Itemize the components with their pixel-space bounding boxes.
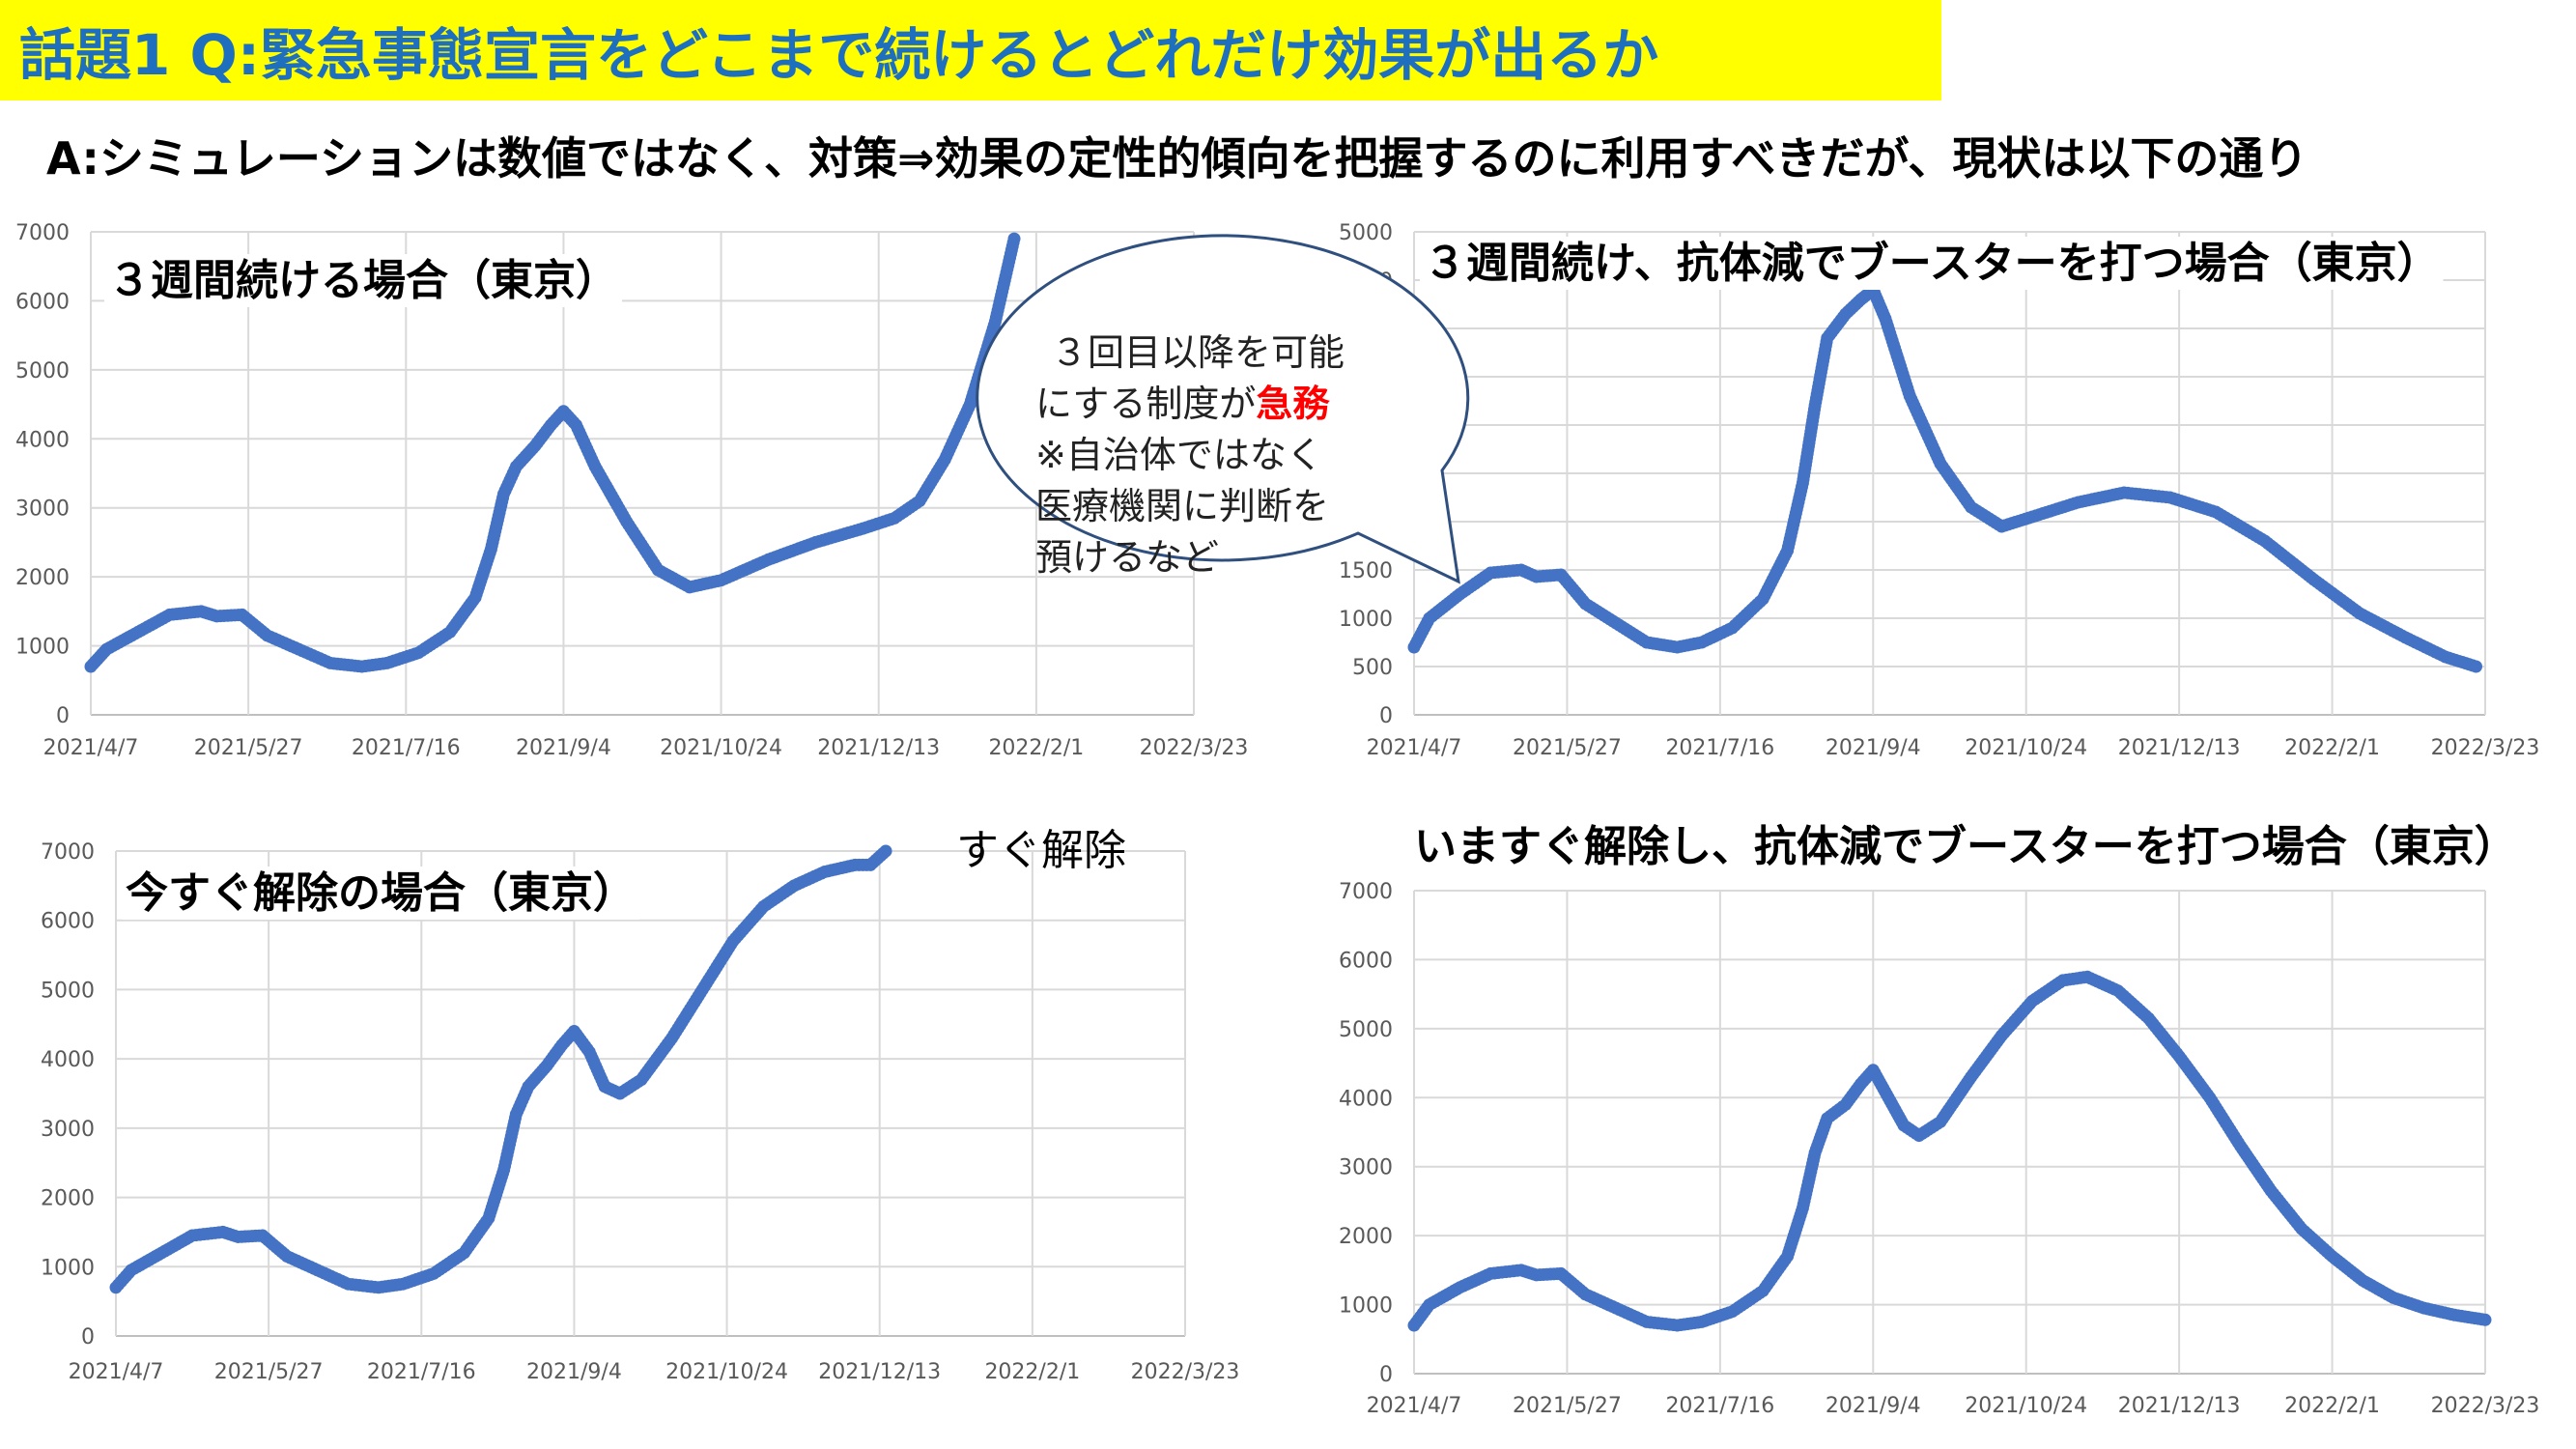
- y-tick-label: 6000: [1339, 949, 1393, 973]
- chart-lift-now: 0 1000 2000 3000 4000 5000 6000 7000 2021/4/7 202…: [41, 826, 1240, 1384]
- x-tick-label: 2021/12/13: [2118, 1394, 2241, 1418]
- callout-line-3: ※自治体ではなく: [1035, 434, 1323, 476]
- x-tick-label: 2021/7/16: [1665, 736, 1774, 760]
- y-tick-label: 1000: [15, 636, 70, 660]
- y-tick-label: 4000: [41, 1048, 95, 1072]
- chart-title: ３週間続け、抗体減でブースターを打つ場合（東京）: [1424, 239, 2440, 288]
- y-tick-label: 2000: [41, 1187, 95, 1211]
- x-tick-label: 2022/2/1: [2284, 1394, 2380, 1418]
- y-tick-label: 5000: [1339, 221, 1393, 245]
- x-tick-label: 2021/5/27: [1513, 736, 1622, 760]
- x-tick-label: 2021/5/27: [194, 736, 303, 760]
- y-tick-label: 2000: [15, 566, 70, 590]
- data-point: [1007, 232, 1021, 245]
- y-tick-label: 5000: [1339, 1018, 1393, 1042]
- y-tick-label: 1000: [41, 1256, 95, 1280]
- x-tick-label: 2022/2/1: [2284, 736, 2380, 760]
- y-tick-label: 3000: [15, 497, 70, 522]
- page-title: 話題1 Q:緊急事態宣言をどこまで続けるとどれだけ効果が出るか: [19, 22, 1659, 88]
- chart-title: いますぐ解除し、抗体減でブースターを打つ場合（東京）: [1414, 822, 2517, 871]
- y-tick-label: 6000: [41, 910, 95, 934]
- y-tick-label: 0: [56, 704, 70, 728]
- y-tick-label: 500: [1352, 656, 1393, 680]
- y-tick-label: 0: [1379, 1363, 1393, 1387]
- x-tick-label: 2021/4/7: [1367, 736, 1462, 760]
- callout-line-4: 医療機関に判断を: [1035, 485, 1329, 527]
- x-tick-label: 2022/2/1: [988, 736, 1084, 760]
- y-tick-label: 1500: [1339, 559, 1393, 583]
- y-tick-label: 1000: [1339, 608, 1393, 632]
- chart-title-background: [104, 254, 622, 307]
- page-subtitle: A:シミュレーションは数値ではなく、対策⇒効果の定性的傾向を把握するのに利用すべ…: [46, 132, 2308, 185]
- y-tick-label: 7000: [15, 221, 70, 245]
- y-tick-label: 5000: [15, 359, 70, 384]
- callout-bubble: [976, 234, 1470, 584]
- x-tick-label: 2021/10/24: [1965, 1394, 2087, 1418]
- x-tick-label: 2021/9/4: [516, 736, 611, 760]
- y-tick-label: 6000: [15, 290, 70, 314]
- data-point: [2478, 1313, 2492, 1326]
- y-tick-label: 5000: [41, 979, 95, 1003]
- y-tick-label: 4000: [1339, 1087, 1393, 1111]
- x-tick-label: 2021/10/24: [665, 1360, 788, 1384]
- x-tick-label: 2022/3/23: [2431, 736, 2540, 760]
- chart-title: ３週間続ける場合（東京）: [108, 256, 618, 305]
- chart-note: すぐ解除: [956, 826, 1126, 875]
- x-tick-label: 2021/12/13: [818, 1360, 941, 1384]
- callout-line-1: ３回目以降を可能: [1051, 331, 1345, 374]
- data-point: [879, 844, 892, 858]
- callout-line-5: 預けるなど: [1035, 536, 1219, 579]
- x-tick-label: 2021/9/4: [1826, 736, 1921, 760]
- x-tick-label: 2022/3/23: [1131, 1360, 1240, 1384]
- y-tick-label: 1000: [1339, 1294, 1393, 1319]
- x-tick-label: 2022/3/23: [2431, 1394, 2540, 1418]
- x-tick-label: 2021/5/27: [214, 1360, 324, 1384]
- x-tick-label: 2021/10/24: [1965, 736, 2087, 760]
- chart-title-background: [1420, 237, 2444, 290]
- callout-line-2: にする制度が急務: [1035, 383, 1330, 425]
- y-tick-label: 0: [1379, 704, 1393, 728]
- x-tick-label: 2021/7/16: [1665, 1394, 1774, 1418]
- x-tick-label: 2021/7/16: [352, 736, 461, 760]
- x-tick-label: 2021/9/4: [526, 1360, 622, 1384]
- chart-title-background: [122, 867, 639, 920]
- callout-urgent: 急務: [1256, 383, 1330, 425]
- x-tick-label: 2021/4/7: [69, 1360, 164, 1384]
- chart-title: 今すぐ解除の場合（東京）: [126, 868, 636, 918]
- chart-extend-3-weeks: 0 1000 2000 3000 4000 5000 6000 7000 2021/4/7 202…: [15, 221, 1249, 760]
- x-tick-label: 2021/4/7: [43, 736, 139, 760]
- y-tick-label: 4000: [15, 428, 70, 452]
- title-banner: 話題1 Q:緊急事態宣言をどこまで続けるとどれだけ効果が出るか: [0, 0, 1941, 100]
- chart-lift-now-booster: 0 1000 2000 3000 4000 5000 6000 7000 2021/4/7 202…: [1339, 820, 2540, 1418]
- chart-extend-3-weeks-booster: 0500100015002000250030003500400045005000…: [1339, 221, 2540, 760]
- y-tick-label: 2000: [1339, 1225, 1393, 1249]
- x-tick-label: 2021/10/24: [660, 736, 782, 760]
- x-tick-label: 2022/2/1: [984, 1360, 1080, 1384]
- x-tick-label: 2021/9/4: [1826, 1394, 1921, 1418]
- y-tick-label: 3000: [41, 1118, 95, 1142]
- y-tick-label: 0: [81, 1325, 95, 1350]
- x-tick-label: 2021/4/7: [1367, 1394, 1462, 1418]
- x-tick-label: 2022/3/23: [1140, 736, 1249, 760]
- x-tick-label: 2021/12/13: [2118, 736, 2241, 760]
- data-point: [2469, 660, 2482, 673]
- y-tick-label: 3000: [1339, 1156, 1393, 1180]
- y-tick-label: 7000: [41, 840, 95, 865]
- x-tick-label: 2021/12/13: [817, 736, 940, 760]
- chart-title-background: [1410, 820, 2521, 873]
- y-tick-label: 7000: [1339, 880, 1393, 904]
- x-tick-label: 2021/7/16: [367, 1360, 476, 1384]
- x-tick-label: 2021/5/27: [1513, 1394, 1622, 1418]
